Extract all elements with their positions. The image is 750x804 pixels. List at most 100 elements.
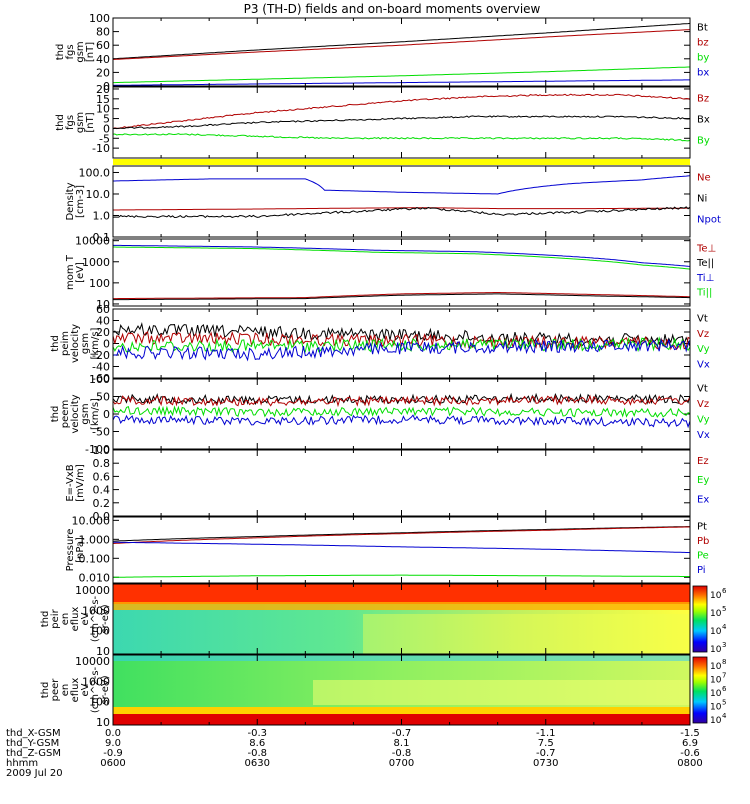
ylabel-density-line: [cm-3] <box>75 185 86 218</box>
series-line-by <box>113 66 690 84</box>
ylabel-pressure-line: Pressure <box>65 529 76 572</box>
y-tick-label: -20 <box>92 349 110 362</box>
series-line-Bz <box>112 93 691 130</box>
y-tick-label: 100 <box>89 696 110 709</box>
xaxis-row-value: 0.0 <box>105 728 121 739</box>
ylabel-peim_velocity: thd peim velocity gsm [km/s] <box>50 324 101 363</box>
colorbar-tick-label: 10 <box>710 716 722 726</box>
y-tick-label: 1000 <box>82 604 110 617</box>
y-tick-label: 100 <box>89 12 110 25</box>
y-tick-label: 0.6 <box>93 470 111 483</box>
ylabel-fgs_comp-line: thd <box>55 114 66 131</box>
legend-Ti||: Ti|| <box>696 288 712 299</box>
colorbar-tick-exponent: 3 <box>722 641 726 649</box>
xaxis-row-value: -0.8 <box>247 748 267 759</box>
date-label: 2009 Jul 20 <box>6 768 63 779</box>
legend-Te||: Te|| <box>696 258 714 269</box>
legend-bz: bz <box>697 38 709 49</box>
ylabel-peir: thd peir en eflux eV (cm^2-s-sr-eV) <box>40 595 111 642</box>
series-line-Bt <box>112 22 691 60</box>
y-tick-label: 0 <box>103 80 110 93</box>
xaxis-row-label: thd_Y-GSM <box>6 738 59 749</box>
legend-Ni: Ni <box>697 193 707 204</box>
ylabel-fgs_mag-line: thd <box>55 44 66 61</box>
y-tick-label: 100 <box>89 277 110 290</box>
series-line-Ni <box>112 206 691 219</box>
y-tick-label: 1.0 <box>93 444 111 457</box>
xaxis-row-value: -0.7 <box>392 728 412 739</box>
ylabel-temperature-line: mom T <box>65 254 76 290</box>
y-tick-label: 10 <box>96 716 110 729</box>
series-line-Vy <box>112 405 691 418</box>
colorbar-tick-exponent: 4 <box>722 623 727 631</box>
ylabel-peir-line: eV <box>80 612 91 625</box>
y-tick-label: 10 <box>96 298 110 311</box>
ylabel-fgs_comp-line: [nT] <box>85 112 96 132</box>
series-line-Bx <box>112 115 691 130</box>
legend-Pt: Pt <box>697 521 707 532</box>
legend-Ey: Ey <box>697 475 709 486</box>
chart-title: P3 (TH-D) fields and on-board moments ov… <box>244 2 541 16</box>
y-tick-label: 10000 <box>75 584 110 597</box>
legend-Vy: Vy <box>697 415 710 426</box>
ylabel-peir-line: (cm^2-s- <box>90 595 101 642</box>
ylabel-peer-line: eV <box>80 683 91 696</box>
series-line-Npot <box>113 175 691 195</box>
ylabel-efield-line: E=-VxB <box>65 464 76 501</box>
ylabel-peer-line: (cm^2-s- <box>90 666 101 713</box>
ylabel-peim_velocity-line: thd <box>50 335 61 352</box>
panel-frame <box>112 165 691 238</box>
xaxis-row-value: -1.1 <box>536 728 556 739</box>
xaxis-row-value: -0.9 <box>103 748 123 759</box>
xaxis-row-label: hhmm <box>6 758 38 769</box>
colorbar-tick-exponent: 5 <box>722 699 726 707</box>
ylabel-efield: E=-VxB [mV/m] <box>65 464 86 502</box>
xaxis-row-value: 0630 <box>245 758 270 769</box>
y-tick-label: 10000 <box>75 655 110 668</box>
y-tick-label: 60 <box>96 39 110 52</box>
ylabel-efield-line: [mV/m] <box>75 464 86 502</box>
xaxis-row-value: 0800 <box>677 758 702 769</box>
y-tick-label: 5 <box>103 113 110 126</box>
colorbar-tick-exponent: 8 <box>722 658 726 666</box>
ylabel-peir-line: peir <box>50 608 61 628</box>
legend-Ne: Ne <box>697 172 711 183</box>
y-tick-label: -10 <box>92 142 110 155</box>
panel-temperature: mom T [eV] 10000 1000 100 10 Te⊥ Te|| Ti⊥ Ti|| <box>65 235 716 311</box>
y-tick-label: -50 <box>92 426 110 439</box>
series-line-Pi <box>113 541 691 554</box>
mode-bar <box>113 159 690 165</box>
ylabel-peer-line: en <box>60 684 71 697</box>
ylabel-peem_velocity-line: thd <box>50 406 61 423</box>
y-tick-label: -40 <box>92 361 110 374</box>
y-tick-label: 0.2 <box>93 497 111 510</box>
ylabel-peir-line: thd <box>40 611 51 628</box>
series-line-Ti|| <box>113 246 691 270</box>
ylabel-peer-line: sr-eV) <box>100 675 111 704</box>
legend-Vx: Vx <box>697 430 710 441</box>
colorbar-tick-label: 10 <box>710 645 722 655</box>
legend-Vx: Vx <box>697 359 710 370</box>
y-tick-label: 40 <box>96 53 110 66</box>
legend-Bz: Bz <box>697 93 709 104</box>
colorbar-tick-exponent: 6 <box>722 685 727 693</box>
colorbar-tick-exponent: 6 <box>722 587 727 595</box>
legend-Ez: Ez <box>697 456 709 467</box>
series-line-Pt <box>112 526 690 542</box>
xaxis-row-value: 0600 <box>100 758 125 769</box>
y-tick-label: 10000 <box>75 235 110 248</box>
series-line-Vx <box>112 338 691 362</box>
panel-peir: thd peir en eflux eV (cm^2-s-sr-eV)10000 1000 1… <box>40 583 727 658</box>
y-tick-label: 40 <box>96 315 110 328</box>
y-tick-label: 15 <box>96 93 110 106</box>
ylabel-pressure-line: [nPa] <box>75 537 86 563</box>
y-tick-label: 0.100 <box>79 552 111 565</box>
legend-By: By <box>697 135 710 146</box>
y-tick-label: 20 <box>96 66 110 79</box>
y-tick-label: 10 <box>96 645 110 658</box>
xaxis-row-label: thd_X-GSM <box>6 728 61 739</box>
colorbar-tick-exponent: 7 <box>722 672 726 680</box>
colorbar-tick-label: 10 <box>710 662 722 672</box>
